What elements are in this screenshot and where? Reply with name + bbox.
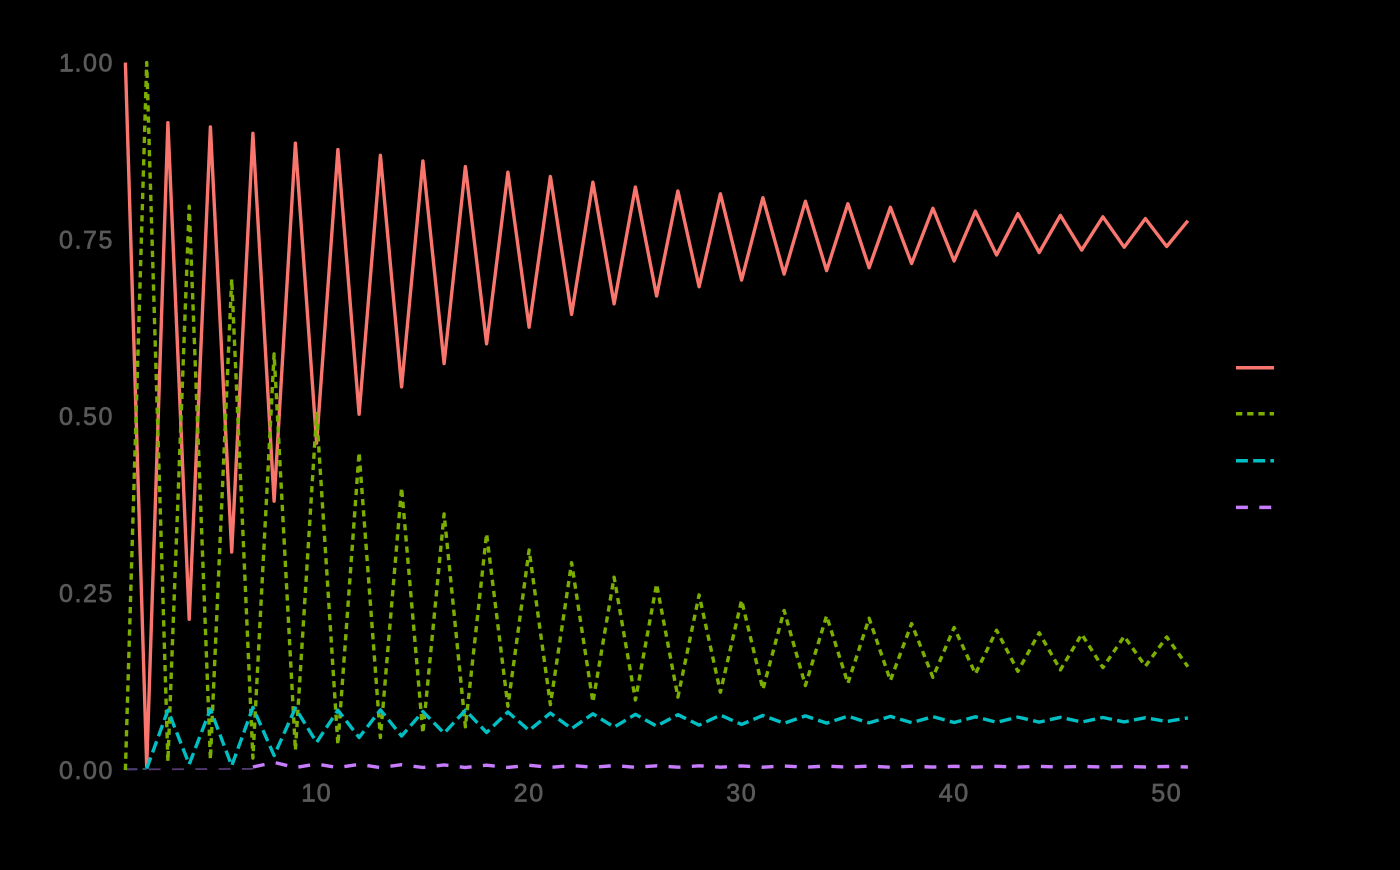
svg-text:40: 40 (939, 780, 970, 808)
svg-text:0.75: 0.75 (59, 226, 114, 254)
svg-text:0.00: 0.00 (59, 757, 114, 785)
svg-text:0.25: 0.25 (59, 580, 114, 608)
svg-text:0.50: 0.50 (59, 403, 114, 431)
svg-text:10: 10 (301, 780, 332, 808)
svg-text:1.00: 1.00 (59, 49, 114, 77)
svg-text:20: 20 (514, 780, 545, 808)
svg-text:50: 50 (1151, 780, 1182, 808)
svg-text:30: 30 (726, 780, 757, 808)
